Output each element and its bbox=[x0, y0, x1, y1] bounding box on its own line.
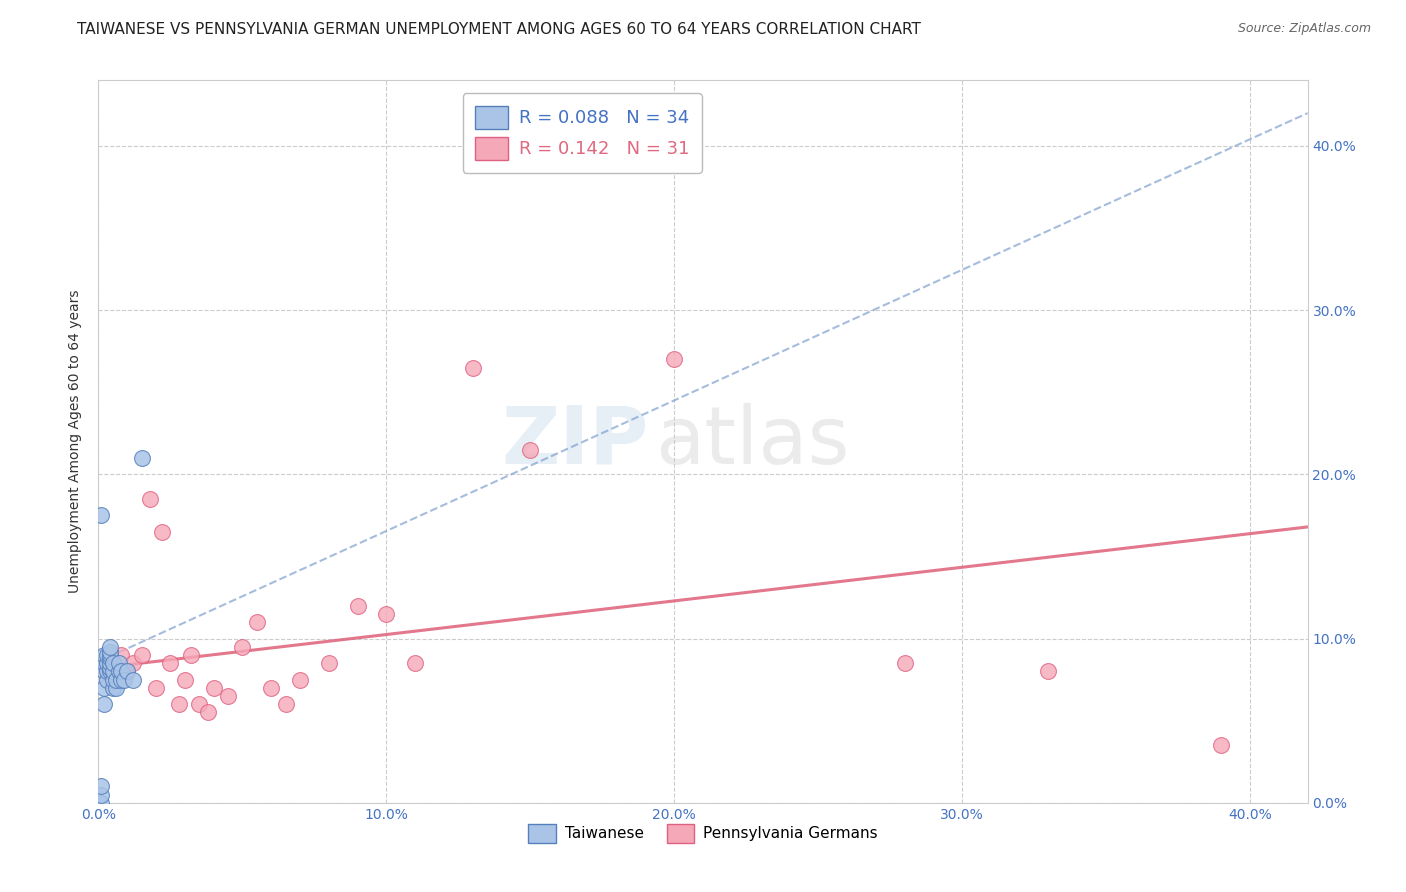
Point bbox=[101, 657, 124, 671]
Point bbox=[90, 796, 112, 810]
Point bbox=[167, 698, 190, 712]
Point bbox=[260, 681, 283, 695]
Point bbox=[101, 673, 124, 687]
Point bbox=[90, 780, 112, 794]
Point bbox=[159, 657, 181, 671]
Point bbox=[231, 640, 253, 654]
Point bbox=[375, 607, 398, 621]
Point bbox=[404, 657, 426, 671]
Point bbox=[1211, 739, 1233, 753]
Point bbox=[318, 657, 340, 671]
Point bbox=[96, 657, 118, 671]
Point bbox=[93, 665, 115, 679]
Point bbox=[122, 673, 145, 687]
Point bbox=[98, 651, 121, 665]
Point bbox=[96, 673, 118, 687]
Point bbox=[145, 681, 167, 695]
Point bbox=[98, 648, 121, 662]
Point bbox=[180, 648, 202, 662]
Point bbox=[139, 491, 162, 506]
Point bbox=[93, 681, 115, 695]
Text: Source: ZipAtlas.com: Source: ZipAtlas.com bbox=[1237, 22, 1371, 36]
Point bbox=[101, 681, 124, 695]
Point bbox=[90, 508, 112, 523]
Legend: Taiwanese, Pennsylvania Germans: Taiwanese, Pennsylvania Germans bbox=[522, 817, 884, 849]
Point bbox=[131, 648, 153, 662]
Point bbox=[98, 645, 121, 659]
Text: TAIWANESE VS PENNSYLVANIA GERMAN UNEMPLOYMENT AMONG AGES 60 TO 64 YEARS CORRELAT: TAIWANESE VS PENNSYLVANIA GERMAN UNEMPLO… bbox=[77, 22, 921, 37]
Point bbox=[202, 681, 225, 695]
Point bbox=[110, 673, 132, 687]
Point bbox=[188, 698, 211, 712]
Point bbox=[197, 706, 219, 720]
Point bbox=[274, 698, 297, 712]
Point bbox=[288, 673, 311, 687]
Y-axis label: Unemployment Among Ages 60 to 64 years: Unemployment Among Ages 60 to 64 years bbox=[69, 290, 83, 593]
Point bbox=[96, 665, 118, 679]
Point bbox=[131, 450, 153, 465]
Point bbox=[104, 673, 127, 687]
Point bbox=[115, 665, 138, 679]
Point bbox=[98, 661, 121, 675]
Point bbox=[107, 657, 129, 671]
Point bbox=[93, 657, 115, 671]
Point bbox=[98, 665, 121, 679]
Point bbox=[98, 640, 121, 654]
Point bbox=[217, 689, 239, 703]
Point bbox=[173, 673, 195, 687]
Point bbox=[93, 698, 115, 712]
Point bbox=[664, 352, 686, 367]
Point bbox=[101, 665, 124, 679]
Point bbox=[893, 657, 915, 671]
Point bbox=[519, 442, 541, 457]
Point bbox=[122, 657, 145, 671]
Point bbox=[98, 657, 121, 671]
Point bbox=[112, 673, 135, 687]
Point bbox=[101, 657, 124, 671]
Point bbox=[110, 665, 132, 679]
Point bbox=[1038, 665, 1060, 679]
Point bbox=[90, 788, 112, 802]
Point bbox=[346, 599, 368, 613]
Point bbox=[104, 681, 127, 695]
Point bbox=[461, 360, 484, 375]
Point bbox=[115, 665, 138, 679]
Point bbox=[110, 648, 132, 662]
Point bbox=[150, 524, 173, 539]
Point bbox=[96, 648, 118, 662]
Point bbox=[246, 615, 269, 630]
Point bbox=[93, 648, 115, 662]
Text: ZIP: ZIP bbox=[502, 402, 648, 481]
Point bbox=[107, 665, 129, 679]
Text: atlas: atlas bbox=[655, 402, 849, 481]
